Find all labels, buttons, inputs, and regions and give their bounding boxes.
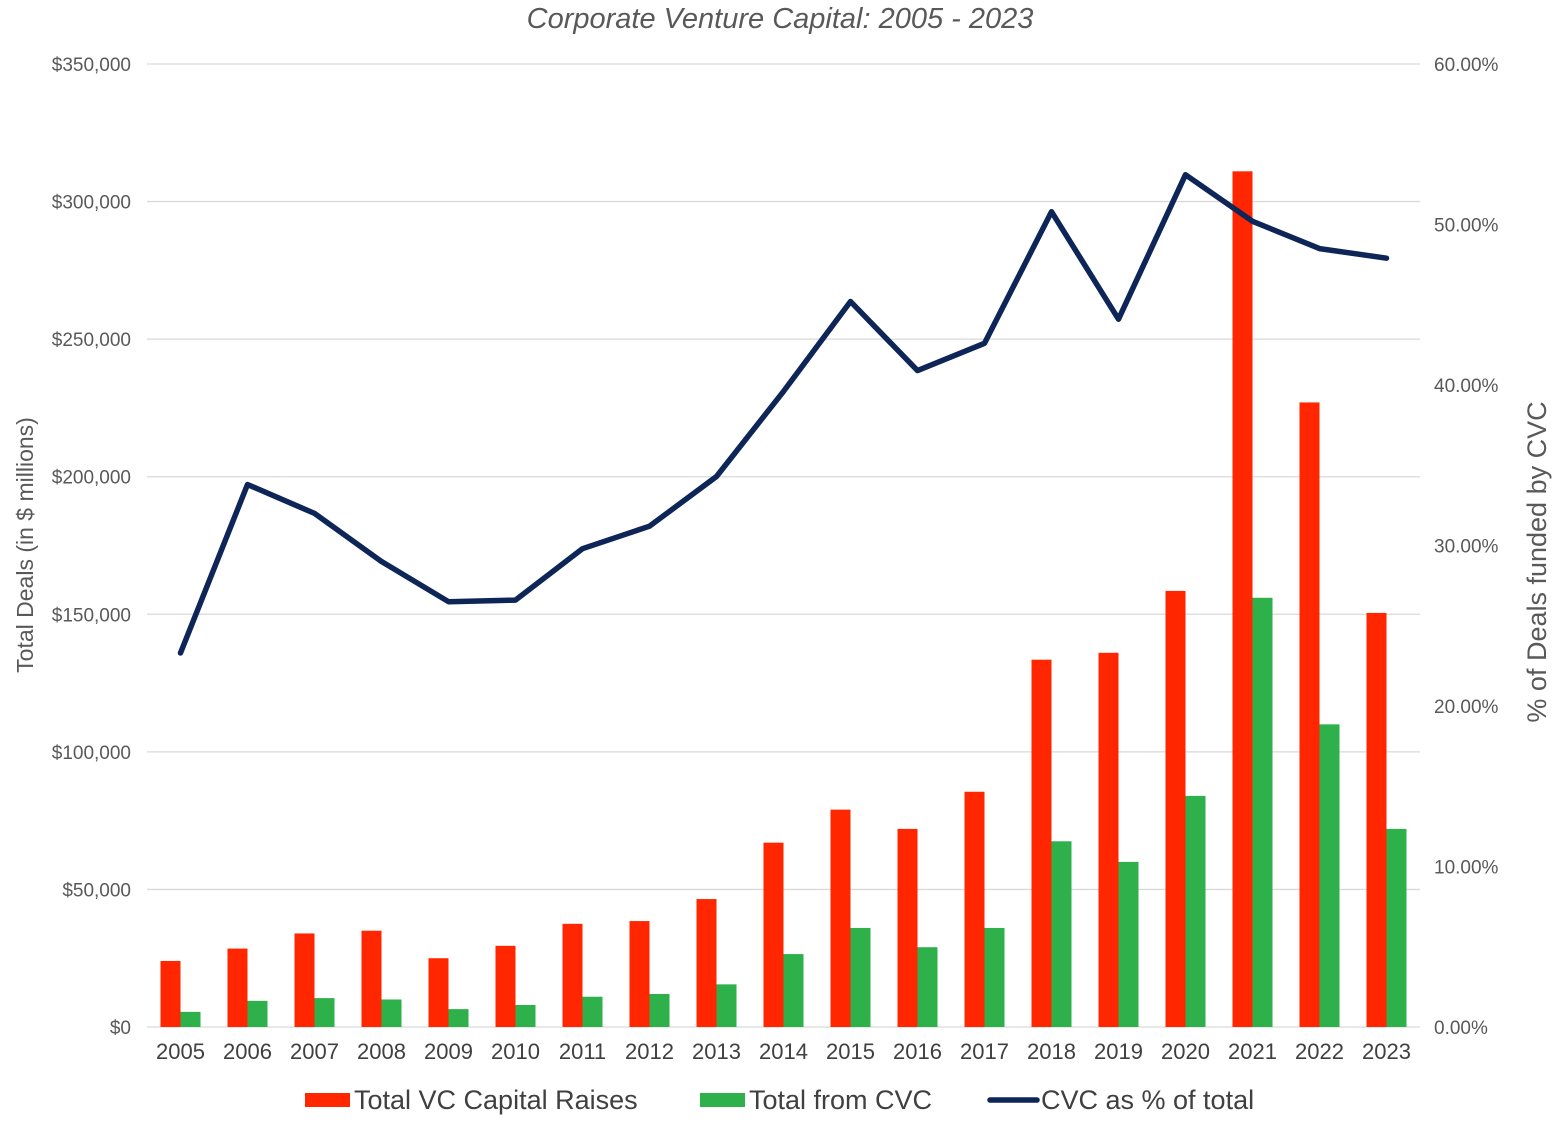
bar-total-vc-capital-raises-2009 [428,958,449,1027]
bar-total-vc-capital-raises-2020 [1165,590,1186,1027]
legend-label-cvc-as-of-total: CVC as % of total [1041,1085,1254,1115]
x-tick-label: 2021 [1228,1039,1277,1064]
bar-total-vc-capital-raises-2021 [1232,171,1253,1027]
x-tick-label: 2009 [424,1039,473,1064]
chart-title: Corporate Venture Capital: 2005 - 2023 [527,3,1034,35]
legend-swatch-total-from-cvc [700,1093,745,1107]
gridlines [147,63,1420,1028]
bar-total-vc-capital-raises-2016 [897,828,918,1027]
bar-total-from-cvc-2005 [180,1011,201,1027]
y-tick-label: $350,000 [52,55,131,76]
y2-tick-label: 40.00% [1434,376,1499,397]
y-tick-label: $200,000 [52,468,131,489]
y2-axis-label: % of Deals funded by CVC [1522,401,1552,722]
y-tick-label: $150,000 [52,605,131,626]
legend-label-total-vc-capital-raises: Total VC Capital Raises [354,1085,638,1115]
bar-total-vc-capital-raises-2014 [763,842,784,1027]
bar-total-from-cvc-2023 [1386,828,1407,1027]
bar-total-from-cvc-2020 [1185,795,1206,1027]
x-tick-label: 2018 [1027,1039,1076,1064]
bar-total-from-cvc-2016 [917,947,938,1027]
y2-tick-label: 50.00% [1434,216,1499,237]
bar-total-vc-capital-raises-2017 [964,791,985,1027]
bar-total-from-cvc-2008 [381,999,402,1027]
y2-tick-label: 0.00% [1434,1018,1488,1039]
x-axis-ticks: 2005 2006 2007 2008 2009 2010 2011 2012 2013 2014… [156,1039,1411,1064]
x-tick-label: 2013 [692,1039,741,1064]
bar-total-from-cvc-2022 [1319,724,1340,1027]
legend-label-total-from-cvc: Total from CVC [749,1085,932,1115]
legend: Total VC Capital Raises Total from CVC CVC… [305,1085,1254,1115]
line-cvc-as-percent-of-total [177,171,1390,656]
y-tick-label: $0 [110,1018,131,1039]
x-tick-label: 2005 [156,1039,205,1064]
bar-total-vc-capital-raises-2013 [696,899,717,1027]
y2-tick-label: 20.00% [1434,697,1499,718]
bar-total-from-cvc-2012 [649,993,670,1027]
x-tick-label: 2016 [893,1039,942,1064]
bar-total-from-cvc-2018 [1051,841,1072,1027]
bar-total-from-cvc-2010 [515,1004,536,1027]
x-tick-label: 2011 [559,1039,606,1064]
cvc-percent-line [177,171,1390,656]
left-axis-ticks: $0 $50,000 $100,000 $150,000 $200,000 $250,00… [52,55,131,1039]
x-tick-label: 2017 [960,1039,1009,1064]
legend-swatch-total-vc-capital-raises [305,1093,350,1107]
y2-tick-label: 30.00% [1434,537,1499,558]
x-tick-label: 2008 [357,1039,406,1064]
bars [160,171,1407,1027]
bar-total-vc-capital-raises-2010 [495,945,516,1027]
bar-total-from-cvc-2017 [984,927,1005,1027]
bar-total-vc-capital-raises-2018 [1031,659,1052,1027]
bar-total-vc-capital-raises-2023 [1366,612,1387,1027]
bar-total-vc-capital-raises-2005 [160,960,181,1027]
x-tick-label: 2006 [223,1039,272,1064]
bar-total-from-cvc-2013 [716,984,737,1027]
bar-total-vc-capital-raises-2015 [830,809,851,1027]
bar-total-from-cvc-2007 [314,998,335,1027]
bar-total-vc-capital-raises-2019 [1098,652,1119,1027]
bar-total-vc-capital-raises-2007 [294,933,315,1027]
y2-tick-label: 10.00% [1434,858,1499,879]
bar-total-vc-capital-raises-2011 [562,923,583,1027]
bar-total-from-cvc-2011 [582,996,603,1027]
bar-total-from-cvc-2014 [783,954,804,1027]
y-tick-label: $250,000 [52,330,131,351]
x-tick-label: 2007 [290,1039,339,1064]
y-tick-label: $50,000 [62,880,131,901]
x-tick-label: 2023 [1362,1039,1411,1064]
x-tick-label: 2014 [759,1039,808,1064]
bar-total-from-cvc-2019 [1118,861,1139,1027]
y2-tick-label: 60.00% [1434,55,1499,76]
y-tick-label: $300,000 [52,193,131,214]
bar-total-vc-capital-raises-2008 [361,930,382,1027]
x-tick-label: 2010 [491,1039,540,1064]
bar-total-from-cvc-2009 [448,1009,469,1027]
bar-total-vc-capital-raises-2006 [227,948,248,1027]
x-tick-label: 2022 [1295,1039,1344,1064]
y-tick-label: $100,000 [52,743,131,764]
x-tick-label: 2020 [1161,1039,1210,1064]
bar-total-from-cvc-2015 [850,927,871,1027]
bar-total-vc-capital-raises-2022 [1299,402,1320,1027]
y-axis-label: Total Deals (in $ millions) [12,417,38,673]
x-tick-label: 2015 [826,1039,875,1064]
bar-total-from-cvc-2006 [247,1000,268,1027]
x-tick-label: 2012 [625,1039,674,1064]
bar-total-from-cvc-2021 [1252,597,1273,1027]
bar-total-vc-capital-raises-2012 [629,921,650,1027]
right-axis-ticks: 0.00% 10.00% 20.00% 30.00% 40.00% 50.00% 60.00… [1434,55,1499,1039]
x-tick-label: 2019 [1094,1039,1143,1064]
